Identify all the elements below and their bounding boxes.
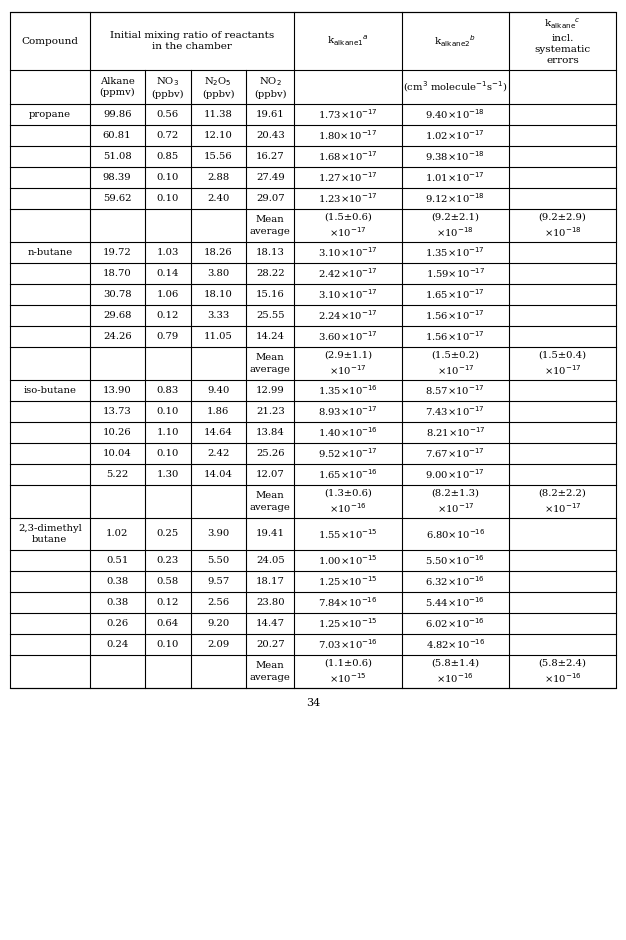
Text: 1.55×10$^{-15}$: 1.55×10$^{-15}$ bbox=[318, 527, 378, 540]
Text: 1.80×10$^{-17}$: 1.80×10$^{-17}$ bbox=[319, 129, 377, 142]
Text: 7.84×10$^{-16}$: 7.84×10$^{-16}$ bbox=[319, 596, 377, 609]
Text: 18.17: 18.17 bbox=[256, 577, 285, 586]
Text: 5.22: 5.22 bbox=[106, 470, 128, 479]
Text: 0.56: 0.56 bbox=[156, 110, 179, 119]
Text: 7.67×10$^{-17}$: 7.67×10$^{-17}$ bbox=[426, 446, 485, 461]
Text: 14.64: 14.64 bbox=[204, 428, 233, 437]
Text: 20.43: 20.43 bbox=[256, 131, 285, 140]
Text: 9.38×10$^{-18}$: 9.38×10$^{-18}$ bbox=[426, 149, 485, 164]
Text: 0.38: 0.38 bbox=[106, 598, 128, 607]
Text: 18.10: 18.10 bbox=[204, 290, 233, 299]
Text: 23.80: 23.80 bbox=[256, 598, 284, 607]
Text: 2.24×10$^{-17}$: 2.24×10$^{-17}$ bbox=[319, 308, 377, 322]
Text: 9.00×10$^{-17}$: 9.00×10$^{-17}$ bbox=[426, 467, 485, 481]
Text: 13.84: 13.84 bbox=[256, 428, 285, 437]
Text: 1.59×10$^{-17}$: 1.59×10$^{-17}$ bbox=[426, 267, 485, 280]
Text: 0.14: 0.14 bbox=[156, 269, 179, 278]
Text: 8.57×10$^{-17}$: 8.57×10$^{-17}$ bbox=[426, 384, 485, 398]
Text: (2.9±1.1)
×10$^{-17}$: (2.9±1.1) ×10$^{-17}$ bbox=[324, 351, 372, 377]
Text: 10.04: 10.04 bbox=[103, 449, 131, 458]
Text: 0.10: 0.10 bbox=[156, 194, 179, 203]
Text: 0.25: 0.25 bbox=[156, 529, 179, 539]
Text: 3.10×10$^{-17}$: 3.10×10$^{-17}$ bbox=[318, 288, 378, 302]
Text: (1.3±0.6)
×10$^{-16}$: (1.3±0.6) ×10$^{-16}$ bbox=[324, 489, 372, 515]
Text: 14.04: 14.04 bbox=[204, 470, 233, 479]
Text: 4.82×10$^{-16}$: 4.82×10$^{-16}$ bbox=[426, 637, 485, 651]
Text: NO$_3$
(ppbv): NO$_3$ (ppbv) bbox=[151, 75, 184, 99]
Text: 3.80: 3.80 bbox=[207, 269, 229, 278]
Text: 12.10: 12.10 bbox=[204, 131, 233, 140]
Text: 1.73×10$^{-17}$: 1.73×10$^{-17}$ bbox=[318, 107, 378, 121]
Text: 9.57: 9.57 bbox=[207, 577, 229, 586]
Text: 1.56×10$^{-17}$: 1.56×10$^{-17}$ bbox=[426, 308, 485, 322]
Text: 3.33: 3.33 bbox=[207, 311, 229, 320]
Text: 0.38: 0.38 bbox=[106, 577, 128, 586]
Text: (5.8±2.4)
×10$^{-16}$: (5.8±2.4) ×10$^{-16}$ bbox=[538, 658, 587, 684]
Text: 0.72: 0.72 bbox=[156, 131, 179, 140]
Text: 2.40: 2.40 bbox=[207, 194, 230, 203]
Text: 0.26: 0.26 bbox=[106, 619, 128, 628]
Text: 13.90: 13.90 bbox=[103, 386, 131, 395]
Text: Alkane
(ppmv): Alkane (ppmv) bbox=[100, 77, 135, 97]
Text: 51.08: 51.08 bbox=[103, 152, 131, 161]
Text: 99.86: 99.86 bbox=[103, 110, 131, 119]
Text: Mean
average: Mean average bbox=[250, 215, 290, 236]
Text: 1.35×10$^{-16}$: 1.35×10$^{-16}$ bbox=[318, 384, 378, 398]
Text: 25.55: 25.55 bbox=[256, 311, 284, 320]
Text: N$_2$O$_5$
(ppbv): N$_2$O$_5$ (ppbv) bbox=[202, 75, 235, 99]
Text: 10.26: 10.26 bbox=[103, 428, 131, 437]
Text: 25.26: 25.26 bbox=[256, 449, 284, 458]
Text: 59.62: 59.62 bbox=[103, 194, 131, 203]
Text: Initial mixing ratio of reactants
in the chamber: Initial mixing ratio of reactants in the… bbox=[110, 31, 274, 51]
Text: (1.1±0.6)
×10$^{-15}$: (1.1±0.6) ×10$^{-15}$ bbox=[324, 658, 372, 684]
Text: (9.2±2.9)
×10$^{-18}$: (9.2±2.9) ×10$^{-18}$ bbox=[538, 212, 587, 239]
Text: 2.42×10$^{-17}$: 2.42×10$^{-17}$ bbox=[318, 267, 378, 280]
Text: 6.02×10$^{-16}$: 6.02×10$^{-16}$ bbox=[425, 617, 485, 631]
Text: 1.01×10$^{-17}$: 1.01×10$^{-17}$ bbox=[426, 170, 485, 184]
Text: 0.10: 0.10 bbox=[156, 173, 179, 182]
Text: 14.47: 14.47 bbox=[255, 619, 285, 628]
Text: 14.24: 14.24 bbox=[255, 332, 285, 341]
Text: 1.25×10$^{-15}$: 1.25×10$^{-15}$ bbox=[319, 617, 377, 631]
Text: 34: 34 bbox=[306, 698, 320, 708]
Text: 15.56: 15.56 bbox=[204, 152, 233, 161]
Text: 2,3-dimethyl
butane: 2,3-dimethyl butane bbox=[18, 524, 81, 544]
Text: Mean
average: Mean average bbox=[250, 353, 290, 373]
Text: 0.10: 0.10 bbox=[156, 449, 179, 458]
Text: 5.50×10$^{-16}$: 5.50×10$^{-16}$ bbox=[425, 554, 485, 568]
Text: 15.16: 15.16 bbox=[256, 290, 285, 299]
Text: 20.27: 20.27 bbox=[256, 640, 284, 649]
Text: 0.51: 0.51 bbox=[106, 556, 128, 565]
Text: 18.70: 18.70 bbox=[103, 269, 131, 278]
Text: 1.27×10$^{-17}$: 1.27×10$^{-17}$ bbox=[319, 170, 377, 184]
Text: 1.30: 1.30 bbox=[156, 470, 179, 479]
Text: 0.23: 0.23 bbox=[156, 556, 179, 565]
Text: 18.26: 18.26 bbox=[204, 248, 233, 257]
Text: 3.10×10$^{-17}$: 3.10×10$^{-17}$ bbox=[318, 245, 378, 259]
Text: 9.12×10$^{-18}$: 9.12×10$^{-18}$ bbox=[425, 192, 485, 206]
Text: 1.06: 1.06 bbox=[156, 290, 179, 299]
Text: 9.20: 9.20 bbox=[207, 619, 229, 628]
Text: 1.23×10$^{-17}$: 1.23×10$^{-17}$ bbox=[319, 192, 377, 206]
Text: (8.2±2.2)
×10$^{-17}$: (8.2±2.2) ×10$^{-17}$ bbox=[538, 489, 587, 515]
Text: 0.85: 0.85 bbox=[156, 152, 179, 161]
Text: 1.56×10$^{-17}$: 1.56×10$^{-17}$ bbox=[426, 330, 485, 343]
Text: 2.09: 2.09 bbox=[207, 640, 229, 649]
Text: 24.26: 24.26 bbox=[103, 332, 131, 341]
Text: (9.2±2.1)
×10$^{-18}$: (9.2±2.1) ×10$^{-18}$ bbox=[431, 212, 480, 239]
Text: 7.03×10$^{-16}$: 7.03×10$^{-16}$ bbox=[318, 637, 378, 651]
Text: 1.10: 1.10 bbox=[156, 428, 179, 437]
Text: 12.99: 12.99 bbox=[256, 386, 285, 395]
Text: 1.65×10$^{-16}$: 1.65×10$^{-16}$ bbox=[318, 467, 378, 481]
Text: iso-butane: iso-butane bbox=[23, 386, 76, 395]
Text: 0.24: 0.24 bbox=[106, 640, 128, 649]
Text: 1.68×10$^{-17}$: 1.68×10$^{-17}$ bbox=[318, 149, 378, 164]
Text: 5.50: 5.50 bbox=[207, 556, 229, 565]
Text: 0.58: 0.58 bbox=[156, 577, 179, 586]
Text: 19.41: 19.41 bbox=[255, 529, 285, 539]
Text: 24.05: 24.05 bbox=[256, 556, 285, 565]
Text: 2.88: 2.88 bbox=[207, 173, 229, 182]
Text: 12.07: 12.07 bbox=[256, 470, 285, 479]
Bar bbox=[10, 12, 616, 688]
Text: 9.40×10$^{-18}$: 9.40×10$^{-18}$ bbox=[425, 107, 485, 121]
